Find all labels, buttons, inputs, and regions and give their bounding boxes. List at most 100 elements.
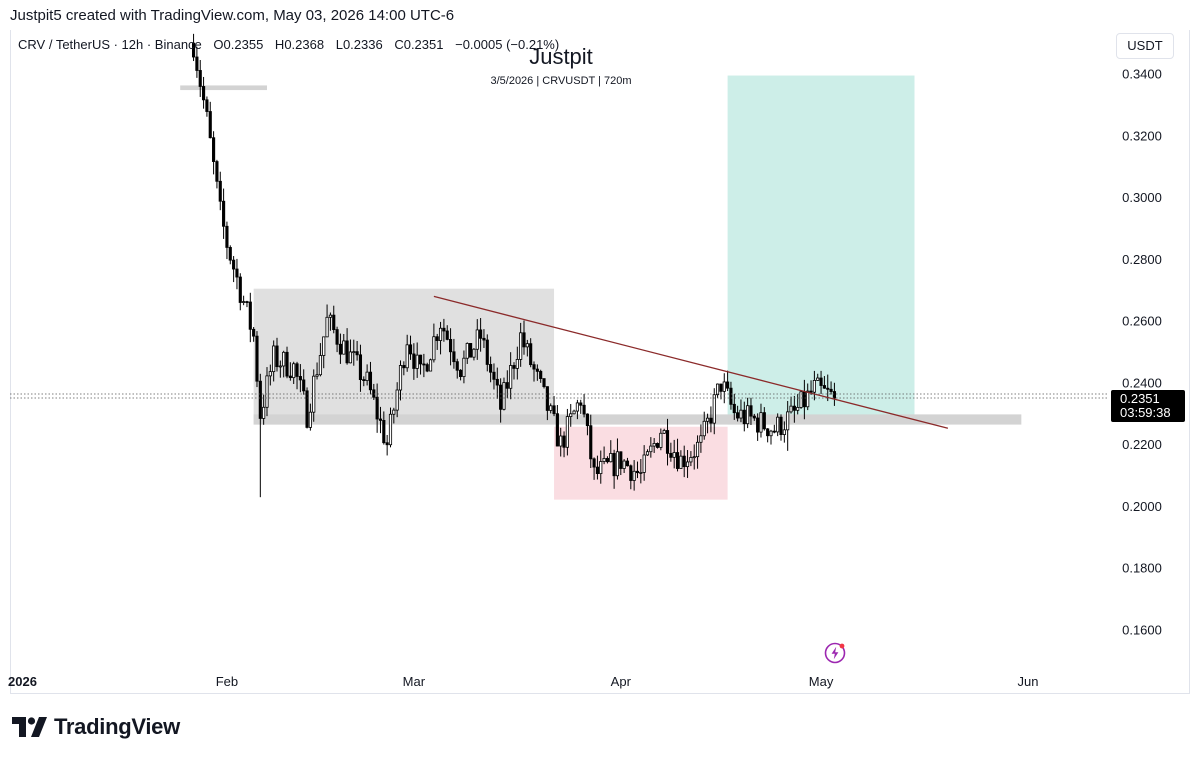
change-value: −0.0005 (−0.21%) [455,37,560,52]
candle [202,76,206,109]
target-zone-box[interactable] [727,75,915,425]
tradingview-logo-icon [12,717,47,737]
candle-body [599,461,603,475]
candle-body [462,357,466,378]
candle-body [479,329,483,339]
chart-frame[interactable] [10,30,1190,694]
candle [268,364,272,386]
lightning-icon[interactable] [824,642,846,664]
candle [622,459,626,473]
candle-body [806,390,810,408]
candle [495,367,499,399]
candle [388,407,393,448]
candle-body [779,416,783,435]
candle [806,383,810,411]
candle-body [308,411,312,428]
y-tick-label: 0.2400 [1122,375,1162,390]
candle-body [522,332,526,348]
candle-body [298,376,302,381]
price-lines-layer [10,393,1108,399]
candle [589,414,593,469]
candle [252,327,256,342]
candle-body [829,388,833,392]
consolidation-range-box[interactable] [253,288,555,425]
candle [395,382,399,418]
candle [609,440,613,463]
candle-body [225,225,229,248]
candle [565,408,569,456]
candle-body [335,329,339,345]
candle [318,343,322,377]
candle-body [402,365,406,369]
candle [796,393,800,415]
candle [305,387,309,429]
candle-body [338,343,342,355]
candle-body [822,385,826,389]
candle [712,388,716,435]
candle-body [826,387,830,390]
close-label: C [394,37,404,52]
candle [215,159,219,189]
ohlc-legend: CRV / TetherUS · 12h · Binance O0.2355 H… [18,37,559,52]
candle-body [372,389,376,398]
candle [332,305,336,334]
candle-body [495,378,499,386]
candle [408,335,413,360]
candle [328,312,332,331]
candle [225,221,229,260]
candle [549,403,553,414]
candle [212,131,216,175]
candle [348,339,353,364]
descending-trendline[interactable] [433,295,949,429]
candle-body [709,417,713,424]
candle [372,383,376,400]
symbol-label[interactable]: CRV / TetherUS · 12h · Binance [18,37,202,52]
candle-body [665,430,670,454]
open-value: 0.2355 [223,37,264,52]
candle [832,382,836,406]
candle [585,413,589,436]
candle-body [769,430,773,437]
price-tag [1111,390,1185,423]
currency-button[interactable]: USDT [1116,33,1174,59]
candle-body [525,343,529,348]
brand-logo[interactable]: TradingView [12,714,180,740]
candle-body [408,344,413,355]
candle-body [258,380,262,419]
candle [195,46,199,78]
candle [398,360,403,401]
candle-body [415,354,419,369]
candle-body [382,419,386,444]
candle [766,428,770,443]
candle [789,396,793,414]
candle-body [405,344,409,369]
candle-body [272,345,276,373]
low-label: L [335,37,343,52]
candle-body [248,301,252,330]
candle [298,364,302,393]
candle-body [722,381,726,392]
candle [198,60,202,97]
candle [365,364,369,386]
resistance-bar[interactable] [180,85,267,91]
y-tick-label: 0.3200 [1122,128,1162,143]
candle-body [562,435,566,448]
candle-body [702,420,706,437]
candle-body [352,351,356,354]
support-zone-bar[interactable] [253,414,1022,425]
candle-body [719,383,723,392]
candle-body [559,435,563,447]
candle-body [756,417,760,433]
candle [692,444,696,470]
candle [639,458,643,484]
candle-body [398,365,403,391]
candle [826,374,830,402]
candle-body [619,451,623,469]
candle [792,395,796,423]
candle-body [392,409,396,415]
candle-body [679,455,683,469]
candle-body [232,259,236,270]
candle-body [542,378,546,388]
candle-body [776,416,780,433]
